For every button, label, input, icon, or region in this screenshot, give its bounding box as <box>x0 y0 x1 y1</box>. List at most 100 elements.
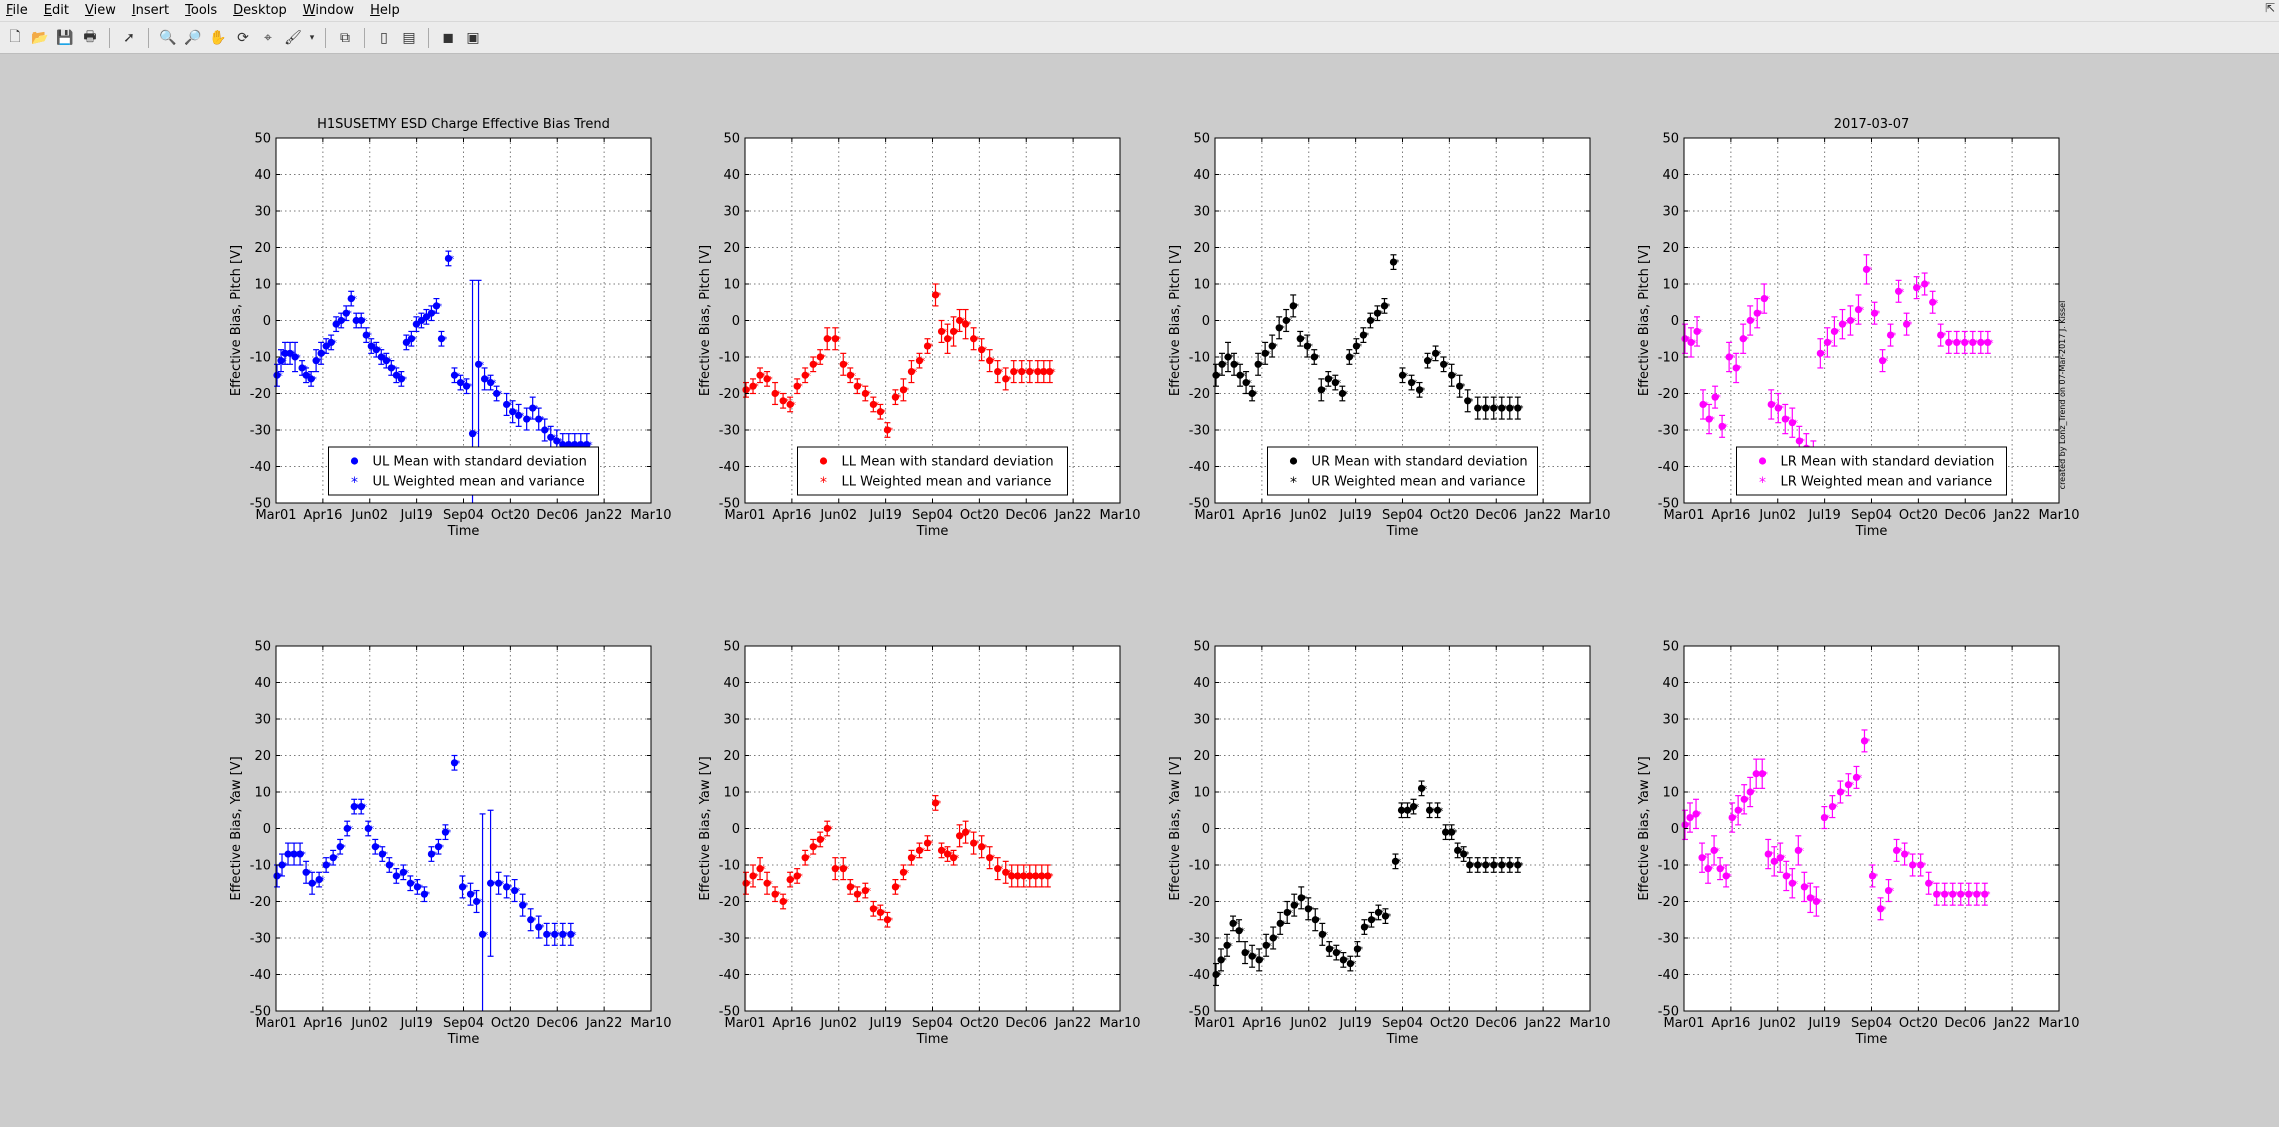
data-point <box>417 316 425 325</box>
data-point <box>1746 316 1754 325</box>
data-point <box>1241 949 1249 957</box>
legend[interactable]: UL Mean with standard deviation * UL Weigh… <box>328 446 599 496</box>
x-tick-label: Apr16 <box>1242 508 1281 523</box>
y-tick-label: 20 <box>1662 241 1679 256</box>
weighted-point: * <box>867 390 872 400</box>
weighted-point: * <box>1788 872 1793 882</box>
data-point <box>1026 368 1034 376</box>
save-icon[interactable]: 💾 <box>56 29 74 46</box>
data-point <box>923 839 932 847</box>
colorbar-icon[interactable]: ▯ <box>380 29 388 46</box>
chevron-down-icon[interactable]: ▾ <box>309 32 315 43</box>
hide-plot-tools-icon[interactable]: ◼ <box>442 29 454 46</box>
data-point <box>1325 945 1333 953</box>
weighted-point: * <box>1317 916 1322 926</box>
menu-help[interactable]: Help <box>370 3 400 18</box>
weighted-point: * <box>1051 368 1056 378</box>
weighted-point: * <box>532 916 537 926</box>
pan-icon[interactable]: ✋ <box>209 29 227 46</box>
y-tick-label: -20 <box>250 387 271 402</box>
y-tick-label: -30 <box>1189 424 1210 439</box>
data-point <box>422 313 431 321</box>
brush-icon[interactable]: 🖌 <box>284 29 302 46</box>
y-tick-label: 0 <box>732 314 740 329</box>
weighted-point: * <box>1852 317 1857 327</box>
weighted-point: * <box>1308 343 1313 353</box>
data-point <box>296 850 304 858</box>
pointer-icon[interactable]: ➚ <box>123 29 135 46</box>
data-point <box>1698 854 1706 862</box>
weighted-point: * <box>1469 397 1474 407</box>
data-point <box>955 316 964 325</box>
data-point <box>1830 327 1839 336</box>
weighted-point: * <box>1415 803 1420 813</box>
menu-tools[interactable]: Tools <box>185 3 218 18</box>
legend[interactable]: LL Mean with standard deviation * LL Weigh… <box>797 446 1068 496</box>
data-point <box>1498 404 1506 412</box>
data-point <box>1868 872 1877 880</box>
data-point <box>1774 404 1782 412</box>
new-figure-icon[interactable]: 🗋 <box>9 28 21 45</box>
data-point <box>779 397 787 405</box>
plot-area <box>1215 138 1590 503</box>
weighted-point: * <box>784 397 789 407</box>
data-point <box>876 908 884 917</box>
data-point <box>523 415 531 423</box>
y-tick-label: -40 <box>719 460 740 475</box>
weighted-point: * <box>1437 350 1442 360</box>
data-point <box>970 335 978 343</box>
menu-view[interactable]: View <box>84 3 116 18</box>
legend[interactable]: LR Mean with standard deviation * LR Weigh… <box>1736 446 2007 496</box>
data-point <box>1953 338 1961 346</box>
weighted-point: * <box>828 825 833 835</box>
data-point <box>322 342 330 350</box>
show-plot-tools-icon[interactable]: ▣ <box>466 29 480 46</box>
undock-icon[interactable]: ⇱ <box>2264 1 2275 15</box>
weighted-point: * <box>540 416 545 426</box>
menu-edit[interactable]: Edit <box>43 3 69 18</box>
x-tick-label: Apr16 <box>1242 1016 1281 1031</box>
data-point <box>1681 821 1689 829</box>
data-point <box>1034 368 1042 376</box>
weighted-point: * <box>1686 821 1691 831</box>
zoom-out-icon[interactable]: 🔎 <box>184 29 202 46</box>
weighted-point: * <box>1698 328 1703 338</box>
weighted-point: * <box>388 357 393 367</box>
menu-desktop[interactable]: Desktop <box>233 3 287 18</box>
data-point <box>1710 846 1718 855</box>
link-plot-icon[interactable]: ⧉ <box>340 29 350 46</box>
data-point <box>284 850 292 858</box>
data-point <box>1878 357 1887 365</box>
weighted-point: * <box>313 880 318 890</box>
zoom-in-icon[interactable]: 🔍 <box>159 29 177 46</box>
weighted-point: * <box>867 887 872 897</box>
legend-icon[interactable]: ▤ <box>402 29 416 46</box>
menu-file[interactable]: File <box>6 3 28 18</box>
data-point <box>1360 923 1368 931</box>
weighted-point: * <box>498 390 503 400</box>
weighted-point: * <box>1421 386 1426 396</box>
open-file-icon[interactable]: 📂 <box>31 29 49 46</box>
x-tick-label: Jul19 <box>1808 1016 1841 1031</box>
weighted-point: * <box>1769 851 1774 861</box>
weighted-point: * <box>1692 339 1697 349</box>
print-icon[interactable]: 🖶 <box>83 28 97 45</box>
x-tick-label: Sep04 <box>443 508 484 523</box>
weighted-point: * <box>1229 354 1234 364</box>
y-tick-label: -10 <box>250 859 271 874</box>
weighted-point: * <box>1511 405 1516 415</box>
weighted-point: * <box>1794 880 1799 890</box>
rotate-icon[interactable]: ⟳ <box>237 29 249 46</box>
data-cursor-icon[interactable]: ⌖ <box>264 29 272 46</box>
menu-window[interactable]: Window <box>302 3 355 18</box>
menu-insert[interactable]: Insert <box>131 3 170 18</box>
weighted-point: * <box>1730 354 1735 364</box>
data-point <box>1224 353 1232 361</box>
data-point <box>1460 850 1468 858</box>
weighted-point: * <box>1715 847 1720 857</box>
data-point <box>771 389 779 398</box>
x-tick-label: Jun02 <box>350 1016 388 1031</box>
data-point <box>1040 368 1048 376</box>
legend[interactable]: UR Mean with standard deviation * UR Weigh… <box>1267 446 1538 496</box>
weighted-point: * <box>967 829 972 839</box>
